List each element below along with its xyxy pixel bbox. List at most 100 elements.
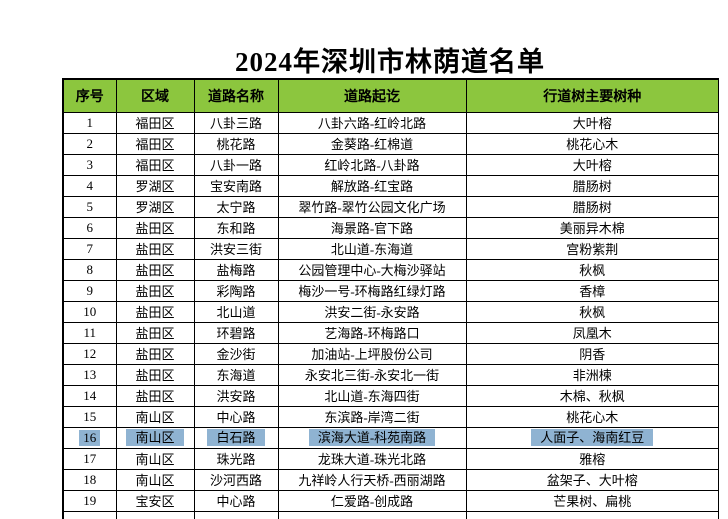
row-number-cell: 1 (62, 111, 117, 134)
selected-text: 滨海大道-科苑南路 (308, 429, 436, 446)
table-row: 7 盐田区 洪安三街 北山道-东海道 宫粉紫荆 (62, 237, 719, 260)
district-cell: 福田区 (115, 153, 195, 176)
row-number-cell: 2 (62, 132, 117, 155)
road-section-cell: 公园管理中心-大梅沙驿站 (277, 258, 467, 281)
road-section-cell: 海景路-官下路 (277, 216, 467, 239)
district-cell: 盐田区 (115, 384, 195, 407)
district-cell: 盐田区 (115, 300, 195, 323)
row-number-cell: 14 (62, 384, 117, 407)
district-cell: 罗湖区 (115, 174, 195, 197)
selected-text: 16 (79, 429, 101, 446)
row-number-cell: 6 (62, 216, 117, 239)
road-name-cell: 东海道 (193, 363, 279, 386)
table-row: 6 盐田区 东和路 海景路-官下路 美丽异木棉 (62, 216, 719, 239)
row-number-cell: 4 (62, 174, 117, 197)
road-name-cell: 八卦三路 (193, 111, 279, 134)
table-body: 1 福田区 八卦三路 八卦六路-红岭北路 大叶榕 2 福田区 桃花路 金葵路-红棉道 桃花心木 3 福… (62, 111, 719, 519)
road-section-cell: 北山道-东海四街 (277, 384, 467, 407)
species-cell: 芒果树、扁桃 (465, 489, 719, 512)
row-number-cell: 19 (62, 489, 117, 512)
table-row: 14 盐田区 洪安路 北山道-东海四街 木棉、秋枫 (62, 384, 719, 407)
table-row: 11 盐田区 环碧路 艺海路-环梅路口 凤凰木 (62, 321, 719, 344)
species-cell: 木棉、秋枫 (465, 384, 719, 407)
row-number-cell: 3 (62, 153, 117, 176)
table-row: 16 南山区 白石路 滨海大道-科苑南路 人面子、海南红豆 (62, 426, 719, 449)
empty-cell (277, 510, 467, 519)
road-name-cell: 中心路 (193, 405, 279, 428)
road-name-cell: 八卦一路 (193, 153, 279, 176)
species-cell: 大叶榕 (465, 153, 719, 176)
road-name-cell: 珠光路 (193, 447, 279, 470)
table-row: 4 罗湖区 宝安南路 解放路-红宝路 腊肠树 (62, 174, 719, 197)
road-section-cell: 洪安二街-永安路 (277, 300, 467, 323)
district-cell: 盐田区 (115, 321, 195, 344)
row-number-cell: 7 (62, 237, 117, 260)
row-number-cell: 17 (62, 447, 117, 470)
road-section-cell: 九祥岭人行天桥-西丽湖路 (277, 468, 467, 491)
header-cell-district: 区域 (115, 78, 195, 113)
species-cell: 人面子、海南红豆 (465, 426, 719, 449)
road-name-cell: 洪安三街 (193, 237, 279, 260)
road-name-cell: 太宁路 (193, 195, 279, 218)
district-cell: 盐田区 (115, 237, 195, 260)
species-cell: 宫粉紫荆 (465, 237, 719, 260)
road-section-cell: 仁爱路-创成路 (277, 489, 467, 512)
row-number-cell: 13 (62, 363, 117, 386)
road-name-cell: 金沙街 (193, 342, 279, 365)
district-cell: 盐田区 (115, 279, 195, 302)
district-cell: 南山区 (115, 405, 195, 428)
roads-table: 序号 区域 道路名称 道路起讫 行道树主要树种 1 福田区 八卦三路 八卦六路-红岭北… (62, 78, 719, 519)
table-row: 10 盐田区 北山道 洪安二街-永安路 秋枫 (62, 300, 719, 323)
road-name-cell: 东和路 (193, 216, 279, 239)
row-number-cell: 8 (62, 258, 117, 281)
header-cell-species: 行道树主要树种 (465, 78, 719, 113)
empty-cell (193, 510, 279, 519)
road-name-cell: 洪安路 (193, 384, 279, 407)
species-cell: 大叶榕 (465, 111, 719, 134)
table-row: 18 南山区 沙河西路 九祥岭人行天桥-西丽湖路 盆架子、大叶榕 (62, 468, 719, 491)
road-name-cell: 沙河西路 (193, 468, 279, 491)
species-cell: 腊肠树 (465, 195, 719, 218)
road-name-cell: 环碧路 (193, 321, 279, 344)
empty-cell (62, 510, 117, 519)
species-cell: 桃花心木 (465, 405, 719, 428)
header-cell-no: 序号 (62, 78, 117, 113)
road-name-cell: 桃花路 (193, 132, 279, 155)
district-cell: 盐田区 (115, 363, 195, 386)
table-row: 15 南山区 中心路 东滨路-岸湾二街 桃花心木 (62, 405, 719, 428)
road-section-cell: 翠竹路-翠竹公园文化广场 (277, 195, 467, 218)
species-cell: 秋枫 (465, 300, 719, 323)
road-section-cell: 滨海大道-科苑南路 (277, 426, 467, 449)
table-row: 1 福田区 八卦三路 八卦六路-红岭北路 大叶榕 (62, 111, 719, 134)
table-row: 12 盐田区 金沙街 加油站-上坪股份公司 阴香 (62, 342, 719, 365)
road-section-cell: 红岭北路-八卦路 (277, 153, 467, 176)
header-row: 序号 区域 道路名称 道路起讫 行道树主要树种 (62, 78, 719, 113)
row-number-cell: 10 (62, 300, 117, 323)
district-cell: 罗湖区 (115, 195, 195, 218)
row-number-cell: 5 (62, 195, 117, 218)
table-row: 9 盐田区 彩陶路 梅沙一号-环梅路红绿灯路 香樟 (62, 279, 719, 302)
empty-cell (465, 510, 719, 519)
row-number-cell: 16 (62, 426, 117, 449)
road-section-cell: 龙珠大道-珠光北路 (277, 447, 467, 470)
road-section-cell: 金葵路-红棉道 (277, 132, 467, 155)
species-cell: 盆架子、大叶榕 (465, 468, 719, 491)
species-cell: 非洲楝 (465, 363, 719, 386)
road-name-cell: 彩陶路 (193, 279, 279, 302)
species-cell: 凤凰木 (465, 321, 719, 344)
species-cell: 腊肠树 (465, 174, 719, 197)
road-name-cell: 盐梅路 (193, 258, 279, 281)
table-row: 5 罗湖区 太宁路 翠竹路-翠竹公园文化广场 腊肠树 (62, 195, 719, 218)
species-cell: 香樟 (465, 279, 719, 302)
road-section-cell: 艺海路-环梅路口 (277, 321, 467, 344)
empty-cell (115, 510, 195, 519)
table-row: 13 盐田区 东海道 永安北三街-永安北一街 非洲楝 (62, 363, 719, 386)
header-cell-section: 道路起讫 (277, 78, 467, 113)
road-section-cell: 东滨路-岸湾二街 (277, 405, 467, 428)
row-number-cell: 12 (62, 342, 117, 365)
page-title: 2024年深圳市林荫道名单 (235, 47, 545, 77)
road-name-cell: 中心路 (193, 489, 279, 512)
district-cell: 盐田区 (115, 342, 195, 365)
road-section-cell: 梅沙一号-环梅路红绿灯路 (277, 279, 467, 302)
table-row-partial (62, 510, 719, 519)
